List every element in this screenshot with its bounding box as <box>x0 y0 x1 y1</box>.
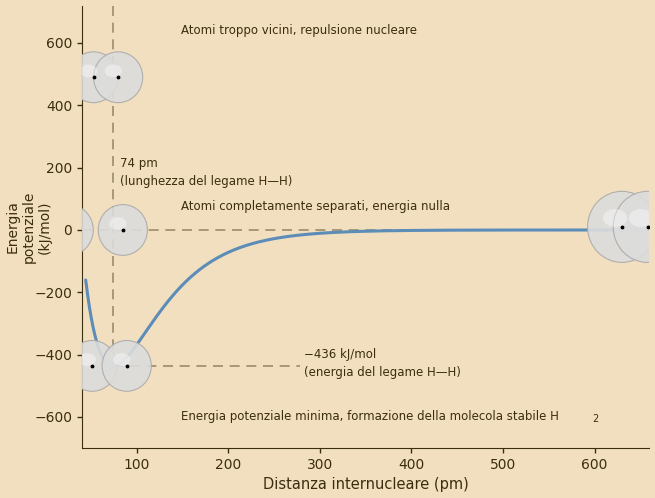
Ellipse shape <box>588 191 655 262</box>
Text: 74 pm
(lunghezza del legame H—H): 74 pm (lunghezza del legame H—H) <box>121 157 293 188</box>
Ellipse shape <box>109 217 126 230</box>
Ellipse shape <box>105 65 122 77</box>
Ellipse shape <box>98 205 147 255</box>
X-axis label: Distanza internucleare (pm): Distanza internucleare (pm) <box>263 478 468 493</box>
Ellipse shape <box>603 209 627 227</box>
Ellipse shape <box>113 353 130 366</box>
Text: Energia potenziale minima, formazione della molecola stabile H: Energia potenziale minima, formazione de… <box>181 410 559 423</box>
Text: Atomi troppo vicini, repulsione nucleare: Atomi troppo vicini, repulsione nucleare <box>181 24 417 37</box>
Ellipse shape <box>79 353 96 366</box>
Ellipse shape <box>69 52 118 103</box>
Text: −436 kJ/mol
(energia del legame H—H): −436 kJ/mol (energia del legame H—H) <box>303 348 460 379</box>
Ellipse shape <box>629 209 653 227</box>
Ellipse shape <box>613 191 655 262</box>
Ellipse shape <box>94 52 143 103</box>
Ellipse shape <box>102 341 151 391</box>
Text: 2: 2 <box>591 414 598 424</box>
Ellipse shape <box>44 205 93 255</box>
Ellipse shape <box>80 65 97 77</box>
Y-axis label: Energia
potenziale
(kJ/mol): Energia potenziale (kJ/mol) <box>5 191 52 263</box>
Text: Atomi completamente separati, energia nulla: Atomi completamente separati, energia nu… <box>181 200 450 213</box>
Ellipse shape <box>55 217 73 230</box>
Ellipse shape <box>67 341 117 391</box>
